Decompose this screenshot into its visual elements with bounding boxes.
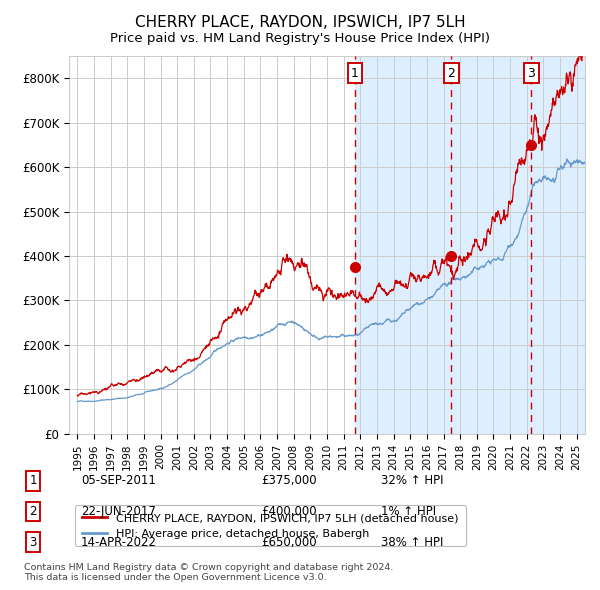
Text: 1% ↑ HPI: 1% ↑ HPI (381, 505, 436, 518)
Legend: CHERRY PLACE, RAYDON, IPSWICH, IP7 5LH (detached house), HPI: Average price, det: CHERRY PLACE, RAYDON, IPSWICH, IP7 5LH (… (74, 505, 466, 546)
Text: 32% ↑ HPI: 32% ↑ HPI (381, 474, 443, 487)
Text: Price paid vs. HM Land Registry's House Price Index (HPI): Price paid vs. HM Land Registry's House … (110, 32, 490, 45)
Text: £650,000: £650,000 (261, 536, 317, 549)
Text: 3: 3 (527, 67, 535, 80)
Text: 1: 1 (29, 474, 37, 487)
Text: 05-SEP-2011: 05-SEP-2011 (81, 474, 156, 487)
Text: CHERRY PLACE, RAYDON, IPSWICH, IP7 5LH: CHERRY PLACE, RAYDON, IPSWICH, IP7 5LH (134, 15, 466, 30)
Bar (355, 56, 585, 434)
Text: £400,000: £400,000 (261, 505, 317, 518)
Text: 22-JUN-2017: 22-JUN-2017 (81, 505, 156, 518)
Text: £375,000: £375,000 (261, 474, 317, 487)
Text: 2: 2 (448, 67, 455, 80)
Text: 2: 2 (29, 505, 37, 518)
Text: Contains HM Land Registry data © Crown copyright and database right 2024.
This d: Contains HM Land Registry data © Crown c… (24, 563, 394, 582)
Text: 14-APR-2022: 14-APR-2022 (81, 536, 157, 549)
Text: 38% ↑ HPI: 38% ↑ HPI (381, 536, 443, 549)
Text: 3: 3 (29, 536, 37, 549)
Text: 1: 1 (351, 67, 359, 80)
